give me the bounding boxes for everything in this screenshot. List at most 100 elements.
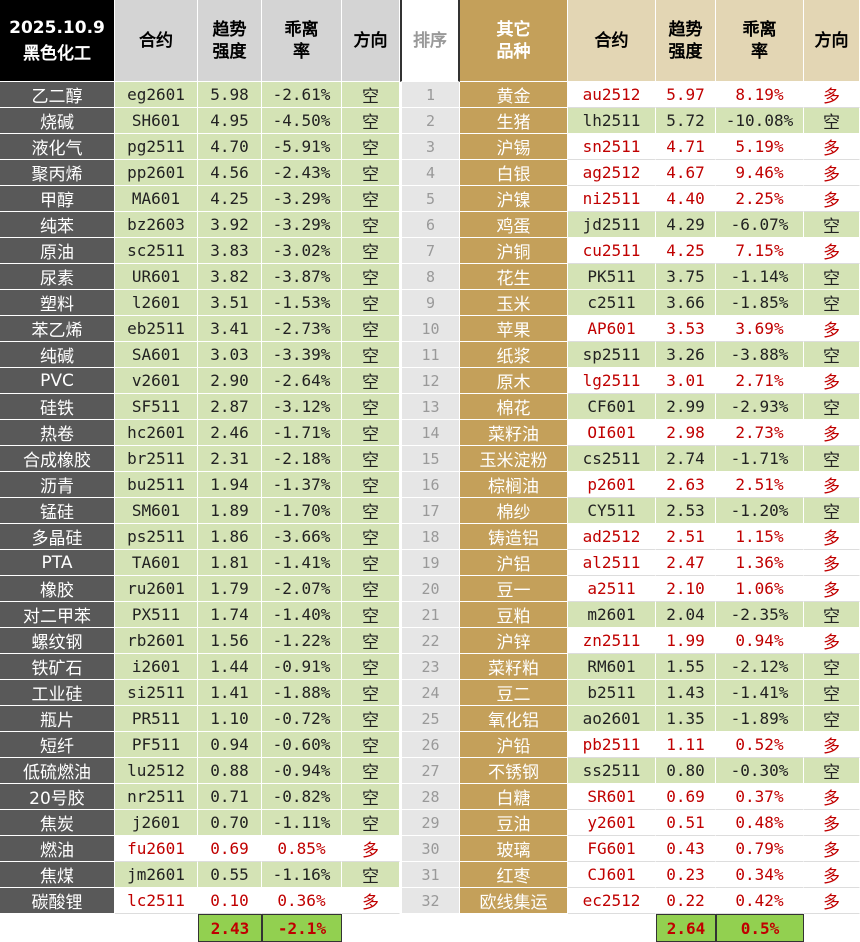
left-strength: 5.98 [198,82,262,108]
right-contract: b2511 [568,680,656,706]
right-deviation: -3.88% [716,342,804,368]
left-deviation: -0.72% [262,706,342,732]
left-strength: 3.41 [198,316,262,342]
left-contract: pp2601 [115,160,198,186]
column-header-text: 方向 [353,30,388,51]
right-contract: jd2511 [568,212,656,238]
right-strength: 3.01 [656,368,716,394]
right-name: 苹果 [460,316,568,342]
column-header: 趋势强度 [656,0,716,82]
left-contract: UR601 [115,264,198,290]
right-name: 欧线集运 [460,888,568,914]
left-contract: rb2601 [115,628,198,654]
left-deviation: -1.16% [262,862,342,888]
right-name: 氧化铝 [460,706,568,732]
column-header: 合约 [568,0,656,82]
footer-blank [804,914,860,942]
right-contract: al2511 [568,550,656,576]
left-direction: 空 [342,394,400,420]
right-strength: 0.23 [656,862,716,888]
right-direction: 多 [804,238,860,264]
left-deviation: -0.60% [262,732,342,758]
right-direction: 多 [804,784,860,810]
left-deviation: -1.22% [262,628,342,654]
right-strength: 0.43 [656,836,716,862]
right-name: 白银 [460,160,568,186]
right-direction: 多 [804,628,860,654]
left-contract: ps2511 [115,524,198,550]
right-name: 原木 [460,368,568,394]
column-header-text: 乖离率 [284,19,319,62]
right-strength: 4.71 [656,134,716,160]
right-strength: 0.22 [656,888,716,914]
right-deviation: 2.51% [716,472,804,498]
right-contract: CJ601 [568,862,656,888]
left-direction: 空 [342,680,400,706]
right-deviation: 2.71% [716,368,804,394]
left-deviation: -4.50% [262,108,342,134]
left-strength: 2.87 [198,394,262,420]
left-name: 工业硅 [0,680,115,706]
right-name: 沪锡 [460,134,568,160]
left-deviation: -2.64% [262,368,342,394]
right-contract: lh2511 [568,108,656,134]
left-name: 铁矿石 [0,654,115,680]
left-name: 热卷 [0,420,115,446]
right-strength: 3.75 [656,264,716,290]
left-strength: 0.88 [198,758,262,784]
left-direction: 空 [342,108,400,134]
right-contract: c2511 [568,290,656,316]
rank: 26 [400,732,460,758]
left-direction: 空 [342,316,400,342]
rank: 14 [400,420,460,446]
rank-header: 排序 [400,0,460,82]
column-header-text: 合约 [594,30,629,51]
left-direction: 空 [342,498,400,524]
right-direction: 多 [804,134,860,160]
left-name: 乙二醇 [0,82,115,108]
right-name: 沪锌 [460,628,568,654]
left-name: 合成橡胶 [0,446,115,472]
right-name: 菜籽粕 [460,654,568,680]
right-direction: 多 [804,82,860,108]
left-name: 低硫燃油 [0,758,115,784]
right-direction: 空 [804,680,860,706]
rank: 23 [400,654,460,680]
rank: 4 [400,160,460,186]
rank: 30 [400,836,460,862]
left-contract: bu2511 [115,472,198,498]
right-strength: 4.29 [656,212,716,238]
left-direction: 空 [342,160,400,186]
right-name: 沪镍 [460,186,568,212]
right-contract: m2601 [568,602,656,628]
right-contract: FG601 [568,836,656,862]
right-name: 白糖 [460,784,568,810]
right-strength: 2.53 [656,498,716,524]
rank: 1 [400,82,460,108]
right-strength: 1.43 [656,680,716,706]
left-name: 塑料 [0,290,115,316]
right-contract: ss2511 [568,758,656,784]
rank: 3 [400,134,460,160]
right-direction: 空 [804,654,860,680]
rank: 6 [400,212,460,238]
right-contract: a2511 [568,576,656,602]
right-strength: 5.97 [656,82,716,108]
rank: 7 [400,238,460,264]
right-contract: CF601 [568,394,656,420]
left-strength: 3.82 [198,264,262,290]
right-deviation: -6.07% [716,212,804,238]
right-deviation: -2.93% [716,394,804,420]
right-strength: 3.66 [656,290,716,316]
left-name: 短纤 [0,732,115,758]
right-direction: 多 [804,576,860,602]
right-direction: 多 [804,836,860,862]
left-direction: 空 [342,472,400,498]
right-direction: 多 [804,550,860,576]
left-strength: 1.44 [198,654,262,680]
left-direction: 空 [342,368,400,394]
right-deviation: 3.69% [716,316,804,342]
left-deviation: -3.12% [262,394,342,420]
right-deviation: 9.46% [716,160,804,186]
